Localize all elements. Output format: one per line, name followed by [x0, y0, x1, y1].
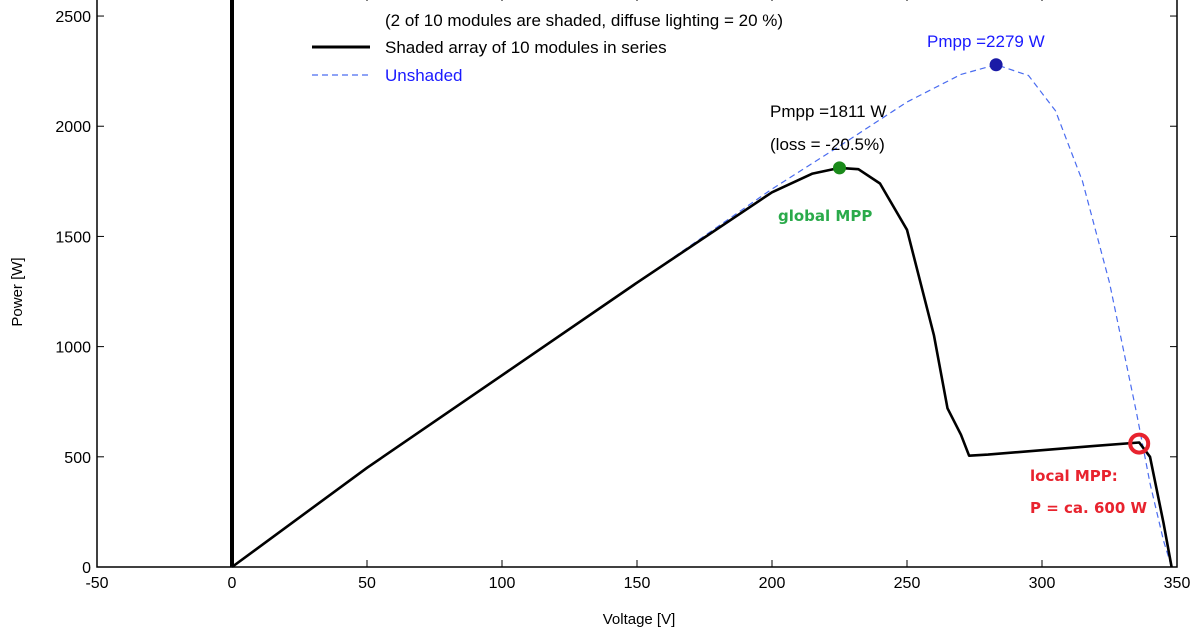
x-axis-title: Voltage [V]	[603, 611, 676, 628]
x-tick-label: 300	[1029, 575, 1056, 592]
pmpp-unshaded-label: Pmpp =2279 W	[927, 32, 1045, 51]
global-mpp-label: global MPP	[778, 207, 872, 225]
y-tick-label: 2000	[55, 119, 91, 136]
y-axis-title: Power [W]	[9, 257, 26, 326]
pmpp-unshaded-marker	[989, 58, 1003, 72]
x-axis-ticks: -50 0 50 100 150 200 250 300 350	[85, 0, 1190, 592]
local-mpp-marker	[1128, 432, 1151, 455]
y-tick-label: 500	[64, 450, 91, 467]
y-tick-label: 1500	[55, 229, 91, 246]
y-tick-label: 2500	[55, 9, 91, 26]
local-mpp-value: P = ca. 600 W	[1030, 499, 1147, 517]
loss-label: (loss = -20.5%)	[770, 135, 885, 154]
x-tick-label: 150	[624, 575, 651, 592]
y-tick-label: 1000	[55, 340, 91, 357]
legend-note: (2 of 10 modules are shaded, diffuse lig…	[385, 11, 783, 30]
legend-label-unshaded: Unshaded	[385, 66, 463, 85]
x-tick-label: 100	[489, 575, 516, 592]
x-tick-label: 200	[759, 575, 786, 592]
y-tick-label: 0	[82, 560, 91, 577]
pmpp-shaded-marker	[833, 161, 846, 175]
x-tick-label: 250	[894, 575, 921, 592]
pmpp-shaded-label: Pmpp =1811 W	[770, 102, 886, 121]
x-tick-label: 350	[1164, 575, 1191, 592]
y-axis-ticks: 0 500 1000 1500 2000 2500	[55, 9, 1177, 577]
series-line-shaded	[231, 166, 1173, 569]
x-tick-label: -50	[85, 575, 108, 592]
series-line-unshaded	[231, 64, 1173, 568]
legend-label-shaded: Shaded array of 10 modules in series	[385, 38, 667, 57]
local-mpp-label: local MPP:	[1030, 467, 1118, 485]
x-tick-label: 50	[358, 575, 376, 592]
x-tick-label: 0	[228, 575, 237, 592]
mpp-markers	[833, 58, 1151, 455]
series-group	[231, 64, 1173, 569]
